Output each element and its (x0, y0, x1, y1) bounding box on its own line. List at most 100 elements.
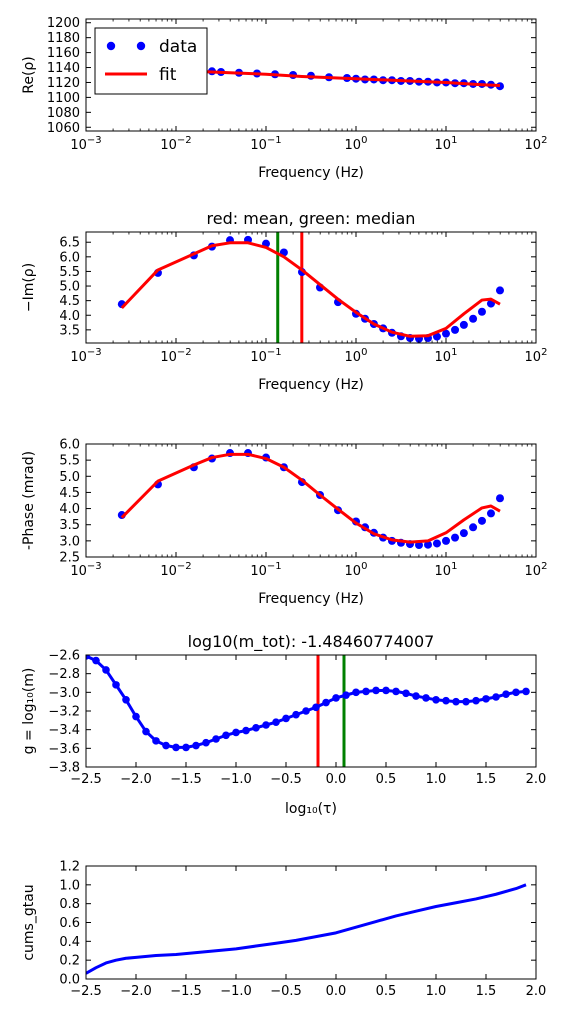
y-axis-label: cums_gtau (21, 884, 37, 960)
data-point (242, 726, 250, 735)
x-tick-label: 100 (345, 135, 368, 153)
y-tick-label: 3.5 (59, 323, 80, 338)
data-layer (86, 883, 527, 975)
x-tick-label: −2.0 (120, 984, 152, 999)
axes-frame (85, 231, 537, 344)
x-axis-label: Frequency (Hz) (258, 377, 364, 393)
x-tick-label: 1.0 (426, 984, 447, 999)
x-tick-label: 0.0 (326, 772, 347, 787)
y-tick-label: −3.6 (48, 742, 80, 757)
x-tick-label: 10−3 (70, 347, 101, 365)
data-point (372, 686, 380, 695)
x-tick-label: 102 (525, 135, 548, 153)
series-line-1 (86, 883, 527, 975)
x-tick-label: −1.5 (170, 984, 202, 999)
plot-area (86, 232, 536, 343)
x-tick-label: 102 (525, 561, 548, 579)
axes-frame (85, 18, 537, 132)
series-line-2 (120, 241, 501, 338)
x-tick-label: 10−2 (160, 347, 191, 365)
data-point (302, 707, 310, 715)
data-point (469, 523, 478, 532)
data-point (182, 743, 190, 752)
y-tick-label: 3.0 (59, 534, 80, 549)
data-point (322, 698, 330, 707)
y-axis-label: −Im(ρ) (21, 263, 37, 312)
y-tick-label: 2.5 (59, 551, 80, 566)
y-axis-label: g = log₁₀(m) (21, 668, 37, 755)
x-tick-label: 10−1 (250, 561, 281, 579)
data-point (451, 533, 460, 542)
x-tick-label: 101 (435, 347, 458, 365)
data-point (469, 314, 478, 323)
plot-area (86, 866, 536, 979)
chart-5: −2.5 −2.0 −1.5 −1.0 −0.5 0.0 0.5 1.0 1.5 2.0 0.0 0.… (21, 860, 546, 1000)
data-point (432, 696, 440, 704)
y-tick-label: 1120 (47, 76, 80, 91)
y-tick-label: 0.0 (59, 973, 80, 988)
data-layer (117, 449, 504, 550)
legend-marker (136, 41, 146, 51)
plot-area (86, 655, 536, 767)
data-point (262, 721, 270, 729)
data-point (312, 703, 320, 712)
x-tick-label: 10−1 (250, 135, 281, 153)
data-point (502, 690, 510, 698)
legend-label: fit (159, 65, 177, 85)
x-tick-label: 0.0 (326, 984, 347, 999)
y-tick-label: 5.0 (59, 470, 80, 485)
data-point (522, 687, 530, 696)
x-tick-label: −2.0 (120, 772, 152, 787)
legend: data fit (94, 27, 208, 95)
data-point (442, 536, 450, 545)
x-tick-label: 1.5 (476, 772, 497, 787)
data-point (442, 696, 450, 705)
y-tick-label: 1100 (47, 91, 80, 106)
data-point (424, 540, 432, 549)
x-tick-label: −2.5 (70, 984, 102, 999)
y-tick-label: 1.0 (59, 878, 80, 893)
y-tick-label: 4.5 (59, 294, 80, 309)
data-point (402, 689, 410, 698)
data-layer (86, 655, 530, 767)
x-axis-label: log₁₀(τ) (285, 801, 337, 817)
x-tick-label: 1.0 (426, 772, 447, 787)
x-tick-label: 10−2 (160, 561, 191, 579)
data-point (412, 692, 420, 700)
y-tick-label: −3.2 (48, 705, 80, 720)
x-tick-label: −1.5 (170, 772, 202, 787)
chart-4: −2.5 −2.0 −1.5 −1.0 −0.5 0.0 0.5 1.0 1.5 2.0 −3.8 −… (21, 632, 546, 817)
data-point (282, 714, 290, 723)
x-tick-label: 0.5 (376, 984, 397, 999)
y-tick-label: 4.5 (59, 486, 80, 501)
data-point (495, 286, 504, 295)
data-point (132, 712, 140, 721)
data-point (492, 693, 500, 701)
legend-label: data (159, 37, 197, 57)
y-tick-label: 0.8 (59, 897, 80, 912)
chart-title: red: mean, green: median (207, 209, 416, 228)
data-point (451, 325, 460, 334)
x-tick-label: −1.0 (220, 772, 252, 787)
data-point (86, 655, 90, 660)
x-tick-label: 101 (435, 561, 458, 579)
x-tick-label: 2.0 (526, 984, 547, 999)
y-tick-label: 1.2 (59, 860, 80, 875)
data-point (202, 738, 210, 747)
chart-2: 10−3 10−2 10−1 100 101 102 3.54.04.55.05.56.06… (21, 209, 547, 393)
y-axis-label: Re(ρ) (21, 56, 37, 94)
data-point (459, 529, 468, 538)
x-tick-label: 100 (345, 347, 368, 365)
data-point (442, 329, 450, 338)
x-tick-label: 10−3 (70, 135, 101, 153)
data-point (482, 695, 490, 703)
y-tick-label: −3.8 (48, 761, 80, 776)
data-point (252, 724, 260, 732)
x-tick-label: 102 (525, 347, 548, 365)
y-tick-label: −2.8 (48, 667, 80, 682)
y-tick-label: 3.5 (59, 518, 80, 533)
legend-box (94, 27, 208, 95)
y-tick-label: 5.5 (59, 454, 80, 469)
y-tick-label: 0.2 (59, 954, 80, 969)
